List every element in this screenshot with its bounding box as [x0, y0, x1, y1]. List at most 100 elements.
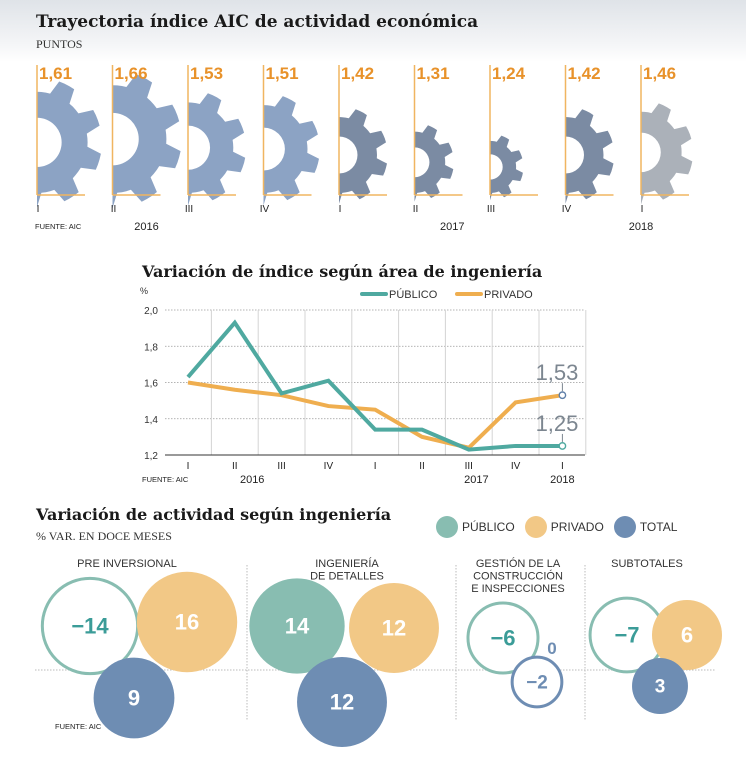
bubble-privado: 6 [651, 599, 723, 671]
series-line-publico [186, 319, 563, 452]
bubble-circle [466, 601, 540, 675]
legend-label: PÚBLICO [389, 288, 438, 301]
quarter-label: III [185, 204, 193, 215]
bubble-publico: −6 [466, 601, 540, 675]
gear-value-label: 1,42 [341, 64, 374, 83]
bubble-circle [249, 578, 345, 674]
bubble-value-label: 12 [382, 616, 406, 641]
x-tick-label: I [561, 461, 564, 472]
x-tick-label: I [187, 461, 190, 472]
gear-icon [565, 109, 614, 204]
year-label: 2018 [629, 221, 653, 233]
group-label: CONSTRUCCIÓN [473, 570, 563, 583]
page-title: Trayectoria índice AIC de actividad econ… [36, 12, 479, 32]
source-label: FUENTE: AIC [35, 222, 82, 231]
gear-icon [641, 103, 693, 205]
group-label: INGENIERÍA [315, 557, 379, 570]
source-label: FUENTE: AIC [142, 475, 189, 484]
gear-icon [37, 81, 101, 208]
bubble-value-label: −6 [490, 626, 515, 651]
legend-swatch-total [613, 516, 636, 538]
bubble-value-label: 0 [547, 639, 556, 658]
x-tick-label: IV [324, 461, 334, 472]
y-tick-label: 1,2 [144, 451, 158, 462]
legend-swatch-publico [436, 516, 458, 538]
legend-item-total: TOTAL [613, 516, 678, 538]
year-label: 2016 [240, 474, 264, 486]
legend-label: TOTAL [639, 520, 678, 534]
bubble-value-label: −7 [614, 623, 639, 648]
gear-value-label: 1,61 [39, 64, 72, 83]
gear-icon [339, 109, 387, 204]
bubble-value-label: −14 [71, 614, 109, 639]
series-line-privado [187, 380, 563, 450]
gear-mark: 1,46 I [640, 64, 693, 215]
bubble-privado: 12 [349, 583, 439, 673]
bubble-value-label: 6 [681, 623, 693, 648]
page-subtitle: PUNTOS [36, 37, 83, 51]
bubble-chart-title: Variación de actividad según ingeniería [36, 505, 392, 524]
group-label: E INSPECCIONES [471, 583, 565, 595]
legend-label: PÚBLICO [462, 520, 515, 534]
x-tick-label: IV [511, 461, 521, 472]
annotation-marker [558, 442, 567, 450]
x-tick-label: III [465, 461, 473, 472]
line-chart-title: Variación de índice según área de ingeni… [142, 262, 543, 281]
source-label: FUENTE: AIC [55, 722, 102, 731]
bubble-publico: −7 [588, 596, 666, 674]
quarter-label: II [413, 204, 419, 215]
gear-icon [490, 135, 523, 201]
header-background [0, 0, 746, 62]
y-unit-label: % [140, 286, 148, 296]
legend-label: PRIVADO [484, 289, 533, 301]
gear-mark: 1,31 II [413, 64, 463, 215]
legend-item-publico: PÚBLICO [436, 516, 515, 538]
bubble-chart-subtitle: % VAR. EN DOCE MESES [36, 529, 172, 543]
year-label: 2017 [464, 474, 488, 486]
bubble-value-label: 14 [285, 614, 310, 639]
bubble-total: −2 [510, 655, 564, 709]
gear-icon [112, 74, 181, 209]
legend-label: PRIVADO [550, 520, 604, 534]
quarter-label: I [641, 204, 644, 215]
bubble-total: 3 [632, 658, 688, 714]
gear-value-label: 1,51 [266, 64, 299, 83]
gear-mark: 1,66 II [111, 64, 181, 215]
y-tick-label: 1,4 [144, 415, 158, 426]
year-label: 2016 [134, 221, 158, 233]
bubble-circle [349, 583, 439, 673]
quarter-label: III [487, 204, 495, 215]
gear-value-label: 1,46 [643, 64, 676, 83]
bubble-circle [136, 571, 238, 673]
bubble-legend: PÚBLICO PRIVADO TOTAL [436, 516, 677, 538]
group-label: DE DETALLES [310, 571, 384, 583]
group-label: PRE INVERSIONAL [77, 558, 177, 570]
bubble-value-label: −2 [526, 673, 548, 694]
x-tick-label: II [419, 461, 425, 472]
year-label: 2017 [440, 221, 464, 233]
gear-value-label: 1,24 [492, 64, 526, 83]
quarter-label: IV [562, 204, 572, 215]
gear-value-label: 1,53 [190, 64, 223, 83]
y-tick-label: 1,8 [144, 342, 158, 353]
bubble-total: 9 [93, 657, 175, 739]
gear-value-label: 1,31 [417, 64, 450, 83]
bubble-circle [297, 657, 387, 747]
annotation-label: 1,25 [536, 411, 579, 436]
bubble-circle [510, 655, 564, 709]
x-tick-label: III [277, 461, 285, 472]
annotation-label: 1,53 [536, 360, 579, 385]
bubble-circle [93, 657, 175, 739]
group-label: SUBTOTALES [611, 558, 683, 570]
y-tick-label: 1,6 [144, 379, 158, 390]
gear-value-label: 1,66 [115, 64, 148, 83]
gear-mark: 1,24 III [487, 64, 538, 215]
gear-mark: 1,53 III [185, 64, 246, 215]
quarter-label: I [339, 204, 342, 215]
gear-value-label: 1,42 [568, 64, 601, 83]
gear-mark: 1,42 IV [562, 64, 614, 215]
bubble-value-label: 9 [128, 686, 140, 711]
group-label: GESTIÓN DE LA [476, 557, 561, 570]
x-tick-label: I [374, 461, 377, 472]
